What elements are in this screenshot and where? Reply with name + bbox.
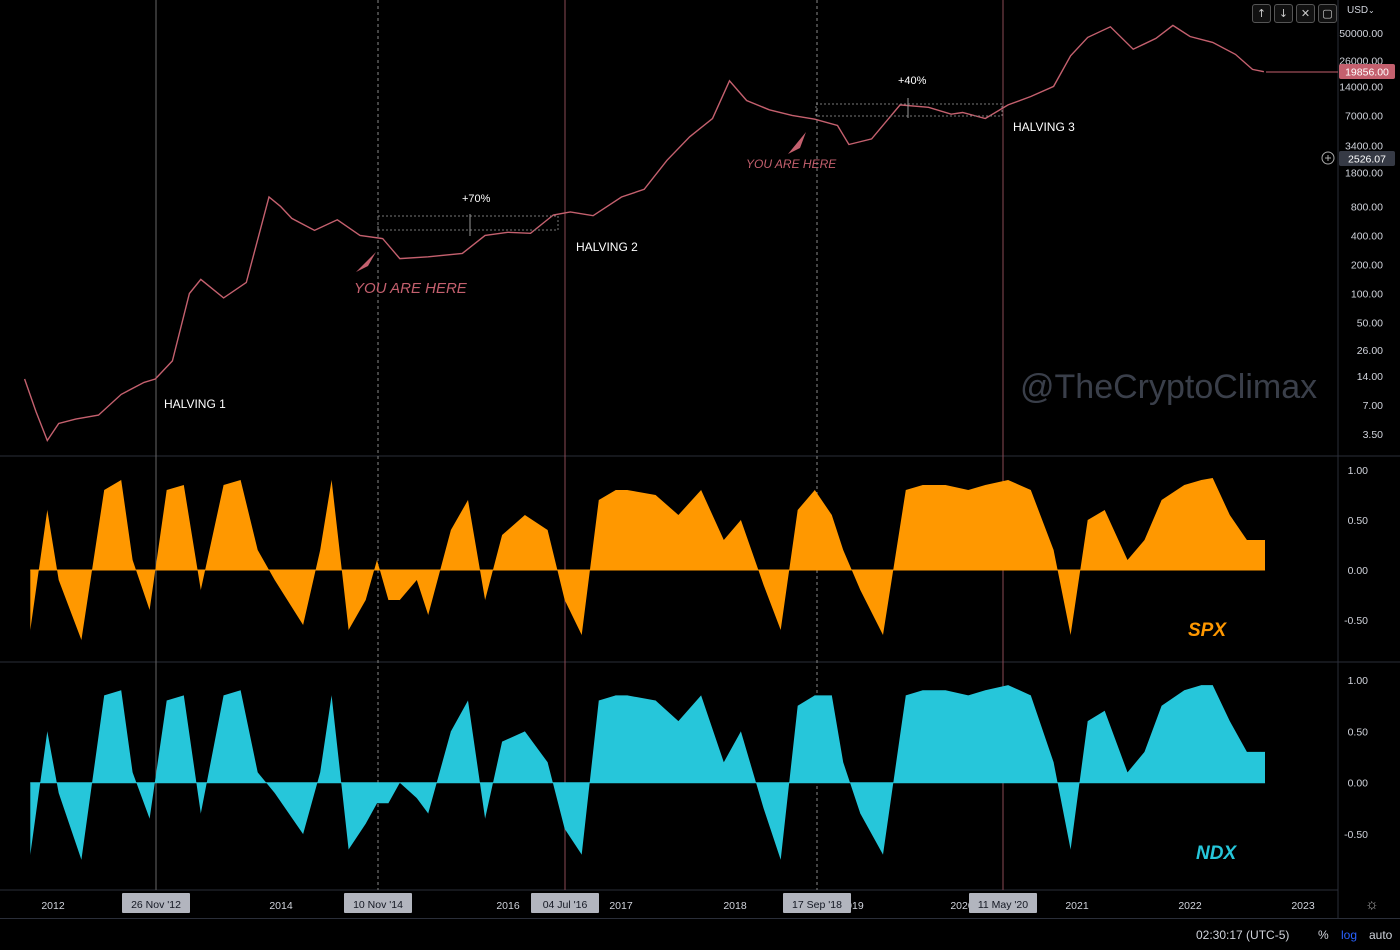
price-axis-tick-label: 14000.00 [1339,81,1383,93]
gain-label-1: +70% [462,193,491,205]
ndx-area[interactable] [30,685,1265,860]
time-axis-year-label: 2017 [609,900,633,912]
last-price-tag [1339,64,1395,79]
spx-area[interactable] [30,478,1265,640]
price-axis-tick-label: 400.00 [1351,230,1383,242]
arrow-down-icon: ↓ [1278,7,1289,20]
ndx-axis-tick-label: -0.50 [1344,829,1368,841]
you-are-here-label-1: YOU ARE HERE [354,280,468,297]
price-axis[interactable]: 50000.0026000.0014000.007000.003400.0018… [1339,28,1383,441]
time-axis[interactable]: 2012 2014 2016 2017 2018 2019 2020 2021 2022 2023… [41,893,1315,913]
percent-toggle[interactable]: % [1318,928,1329,942]
ndx-axis-tick-label: 0.00 [1348,778,1369,790]
price-axis-tick-label: 1800.00 [1345,167,1383,179]
time-axis-year-label: 2021 [1065,900,1089,912]
time-axis-year-label: 2012 [41,900,65,912]
price-axis-tick-label: 50.00 [1357,318,1383,330]
price-axis-tick-label: 14.00 [1357,371,1383,383]
spx-axis-tick-label: -0.50 [1344,615,1368,627]
time-axis-year-label: 2014 [269,900,293,912]
you-are-here-arrow-2 [788,132,806,154]
you-are-here-label-2: YOU ARE HERE [746,157,837,171]
price-pane[interactable] [23,24,1265,443]
price-axis-tick-label: 7000.00 [1345,110,1383,122]
date-marker-tag [344,893,412,913]
last-price-value: 19856.00 [1345,67,1389,79]
currency-dropdown-icon[interactable]: ⌄ [1368,6,1375,15]
date-marker-lines [155,0,1004,890]
spx-label: SPX [1188,620,1227,641]
spx-axis[interactable]: 1.00 0.50 0.00 -0.50 [1344,465,1368,627]
auto-toggle[interactable]: auto [1369,928,1393,942]
price-axis-tick-label: 200.00 [1351,259,1383,271]
maximize-button[interactable]: ▢ [1318,4,1337,23]
you-are-here-arrow-1 [356,252,376,272]
date-marker-tag [531,893,599,913]
gain-range-box-1 [377,215,559,231]
date-marker-label: 11 May '20 [978,899,1028,911]
gain-range-box-2 [815,103,1003,117]
date-marker-tag [122,893,190,913]
ndx-axis-tick-label: 0.50 [1348,726,1369,738]
btc-price-line[interactable] [23,24,1265,443]
ndx-pane[interactable] [30,685,1266,860]
log-toggle[interactable]: log [1341,928,1358,942]
price-axis-tick-label: 3400.00 [1345,141,1383,153]
time-axis-year-label: 2018 [723,900,747,912]
spx-axis-tick-label: 1.00 [1348,465,1369,477]
close-icon: ✕ [1300,7,1311,20]
date-marker-tag [783,893,851,913]
chart-canvas[interactable]: @TheCryptoClimax HALVING 1 HALVING 2 HAL… [0,0,1400,918]
crosshair-price-tag [1339,151,1395,166]
price-axis-tick-label: 26.00 [1357,345,1383,357]
date-marker-label: 04 Jul '16 [543,899,588,911]
clock-display[interactable]: 02:30:17 (UTC-5) [1196,928,1290,942]
price-axis-tick-label: 100.00 [1351,288,1383,300]
scroll-down-button[interactable]: ↓ [1274,4,1293,23]
bottom-bar: 02:30:17 (UTC-5) % log auto [0,918,1400,950]
time-axis-year-label: 2020 [950,900,974,912]
date-marker-tag [969,893,1037,913]
ndx-label: NDX [1196,843,1237,864]
halving-2-label: HALVING 2 [576,240,638,254]
arrow-up-icon: ↑ [1256,7,1267,20]
time-axis-year-label: 2022 [1178,900,1202,912]
add-level-icon[interactable] [1321,151,1335,165]
maximize-icon: ▢ [1322,7,1333,20]
ndx-axis[interactable]: 1.00 0.50 0.00 -0.50 [1344,675,1368,841]
watermark: @TheCryptoClimax [1020,368,1317,406]
spx-axis-tick-label: 0.50 [1348,515,1369,527]
spx-pane[interactable] [30,477,1266,641]
date-marker-label: 26 Nov '12 [131,899,181,911]
price-axis-tick-label: 7.00 [1363,400,1384,412]
date-marker-label: 10 Nov '14 [353,899,403,911]
halving-1-label: HALVING 1 [164,397,226,411]
crosshair-price-value: 2526.07 [1348,154,1386,166]
halving-3-label: HALVING 3 [1013,120,1075,134]
time-axis-year-label: 2023 [1291,900,1315,912]
settings-gear-icon[interactable]: ☼ [1365,896,1379,913]
ndx-axis-tick-label: 1.00 [1348,675,1369,687]
price-axis-tick-label: 3.50 [1363,429,1384,441]
time-axis-year-label: 2016 [496,900,520,912]
price-axis-tick-label: 50000.00 [1339,28,1383,40]
date-marker-label: 17 Sep '18 [792,899,842,911]
spx-axis-tick-label: 0.00 [1348,565,1369,577]
gain-label-2: +40% [898,75,927,87]
currency-label[interactable]: USD [1347,5,1368,16]
price-axis-tick-label: 800.00 [1351,201,1383,213]
close-button[interactable]: ✕ [1296,4,1315,23]
scroll-up-button[interactable]: ↑ [1252,4,1271,23]
